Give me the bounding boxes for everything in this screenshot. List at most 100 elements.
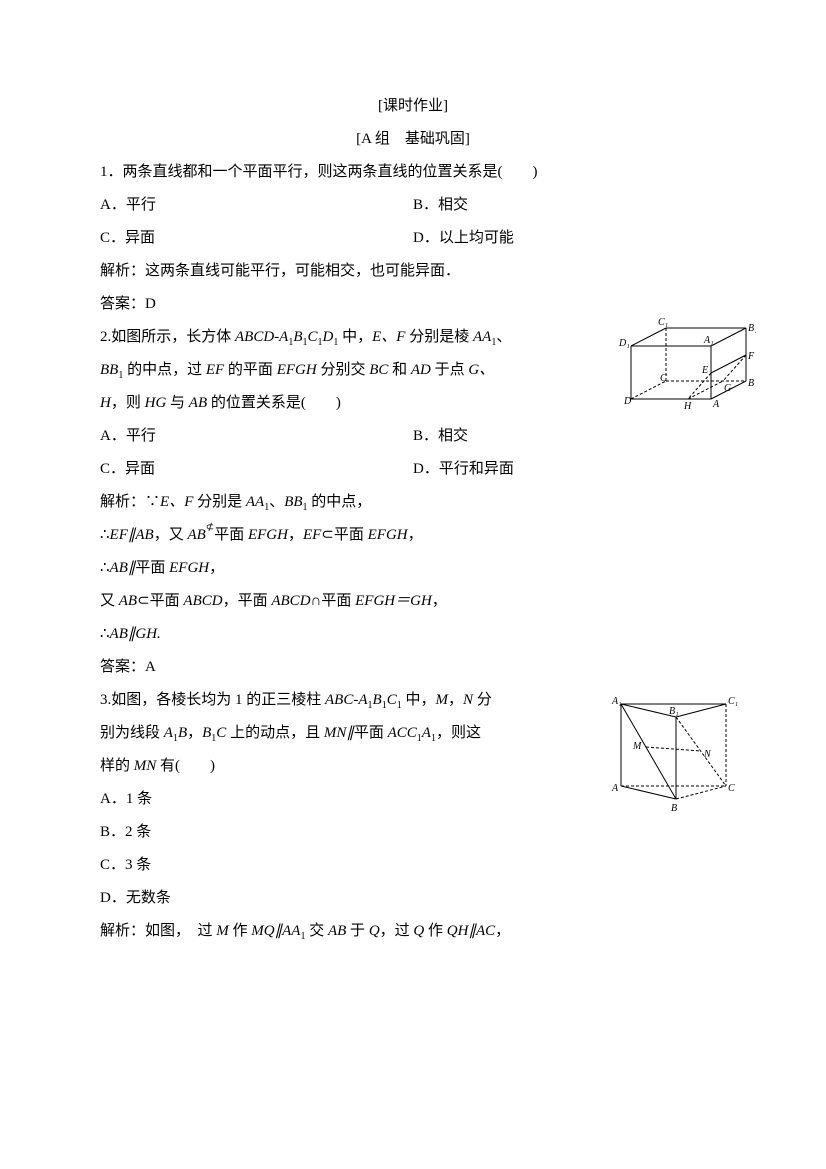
- q1-option-c: C．异面: [100, 222, 413, 255]
- text: 中，: [338, 329, 372, 345]
- svg-text:B₁: B₁: [748, 323, 756, 334]
- text: ，: [288, 527, 303, 543]
- text: 如图， 过: [145, 923, 216, 939]
- text: 作: [233, 923, 252, 939]
- text: B: [373, 692, 382, 708]
- text: EFGH: [248, 527, 288, 543]
- text: B: [202, 725, 211, 741]
- text: 于: [350, 923, 369, 939]
- q2-stem-line2: BB1 的中点，过 EF 的平面 EFGH 分别交 BC 和 AD 于点 G、: [100, 354, 545, 387]
- section-title: [A 组 基础巩固]: [100, 123, 726, 156]
- text: ABCD-A: [235, 329, 288, 345]
- text: ，: [432, 593, 447, 609]
- question-1: 1．两条直线都和一个平面平行，则这两条直线的位置关系是( ) A．平行 B．相交…: [100, 156, 726, 321]
- text: MN: [134, 758, 160, 774]
- text: C: [387, 692, 397, 708]
- text: 平面: [135, 560, 169, 576]
- text: BB: [284, 494, 302, 510]
- q1-options-row1: A．平行 B．相交: [100, 189, 726, 222]
- svg-text:B₁: B₁: [669, 706, 679, 717]
- text: 的中点，: [308, 494, 372, 510]
- question-2: D A B C D₁ A₁ B₁ C₁ E F H G 2.如图所示，长方体 A…: [100, 321, 726, 684]
- text: 中，: [402, 692, 436, 708]
- text: AA: [473, 329, 491, 345]
- svg-text:F: F: [747, 351, 755, 362]
- text: C: [308, 329, 318, 345]
- text: ，又: [154, 527, 188, 543]
- svg-text:A: A: [611, 783, 619, 794]
- svg-text:E: E: [701, 365, 708, 376]
- text: 分别交: [320, 362, 369, 378]
- svg-text:A: A: [712, 399, 720, 410]
- q2-option-c: C．异面: [100, 453, 413, 486]
- q1-options-row2: C．异面 D．以上均可能: [100, 222, 726, 255]
- q2-analysis-l4: 又 AB⊂平面 ABCD，平面 ABCD∩平面 EFGH＝GH，: [100, 585, 726, 618]
- figure-prism: A₁ C₁ B₁ A C B M N: [606, 684, 746, 824]
- text: ABCD: [183, 593, 222, 609]
- q1-answer-label: 答案：: [100, 296, 145, 312]
- text: ACC: [388, 725, 417, 741]
- text: AB: [328, 923, 350, 939]
- text: EFGH: [277, 362, 321, 378]
- text: 和: [392, 362, 411, 378]
- text: ，平面: [223, 593, 272, 609]
- text: M: [216, 923, 232, 939]
- text: AB∥: [110, 560, 136, 576]
- q3-option-d: D．无数条: [100, 882, 726, 915]
- text: BC: [369, 362, 392, 378]
- q2-stem-line3: H，则 HG 与 AB 的位置关系是( ): [100, 387, 545, 420]
- text: ，则这: [436, 725, 481, 741]
- svg-text:N: N: [703, 749, 712, 760]
- text: ⊂平面: [321, 527, 367, 543]
- svg-text:H: H: [683, 401, 692, 412]
- text: G、: [468, 362, 494, 378]
- q3-analysis-l1: 解析：如图， 过 M 作 MQ∥AA1 交 AB 于 Q，过 Q 作 QH∥AC…: [100, 915, 726, 948]
- text: A: [164, 725, 173, 741]
- text: 2.如图所示，长方体: [100, 329, 235, 345]
- text: 平面: [214, 527, 248, 543]
- text: E、F: [372, 329, 409, 345]
- text: 别为线段: [100, 725, 164, 741]
- q2-analysis-l3: ∴AB∥平面 EFGH，: [100, 552, 726, 585]
- q3-stem-line2: 别为线段 A1B，B1C 上的动点，且 MN∥平面 ACC1A1，则这: [100, 717, 545, 750]
- q1-option-a: A．平行: [100, 189, 413, 222]
- text: M: [435, 692, 448, 708]
- text: E、F: [160, 494, 197, 510]
- text: ABCD: [271, 593, 310, 609]
- text: MQ∥AA: [251, 923, 300, 939]
- text: 解析：: [100, 923, 145, 939]
- text: AB: [189, 395, 211, 411]
- text: 交: [305, 923, 328, 939]
- q1-analysis: 解析：这两条直线可能平行，可能相交，也可能异面．: [100, 255, 726, 288]
- text: 解析：: [100, 494, 145, 510]
- q1-option-d: D．以上均可能: [413, 222, 726, 255]
- text: A: [145, 659, 156, 675]
- text: ∴: [100, 527, 110, 543]
- svg-text:C₁: C₁: [658, 317, 668, 328]
- q1-analysis-label: 解析：: [100, 263, 145, 279]
- text: 上的动点，且: [230, 725, 324, 741]
- text: EF: [303, 527, 321, 543]
- text: EF∥AB: [110, 527, 154, 543]
- text: 于点: [435, 362, 469, 378]
- text: ABC-A: [325, 692, 368, 708]
- text: Q: [369, 923, 380, 939]
- q3-option-c: C．3 条: [100, 849, 726, 882]
- worksheet-title: [课时作业]: [100, 90, 726, 123]
- text: ∩平面: [311, 593, 356, 609]
- svg-text:C: C: [660, 373, 667, 384]
- text: C: [216, 725, 230, 741]
- text: ，: [408, 527, 423, 543]
- q3-stem-line3: 样的 MN 有( ): [100, 750, 545, 783]
- text: EFGH＝GH: [355, 593, 432, 609]
- q2-answer: 答案：A: [100, 651, 726, 684]
- svg-text:M: M: [632, 741, 642, 752]
- text: ∴: [100, 560, 110, 576]
- text: 有( ): [160, 758, 215, 774]
- text: BB: [100, 362, 118, 378]
- svg-text:B: B: [671, 803, 677, 814]
- q2-stem-line1: 2.如图所示，长方体 ABCD-A1B1C1D1 中，E、F 分别是棱 AA1、: [100, 321, 545, 354]
- svg-text:D₁: D₁: [618, 338, 630, 349]
- text: 分: [477, 692, 492, 708]
- text: ，: [448, 692, 463, 708]
